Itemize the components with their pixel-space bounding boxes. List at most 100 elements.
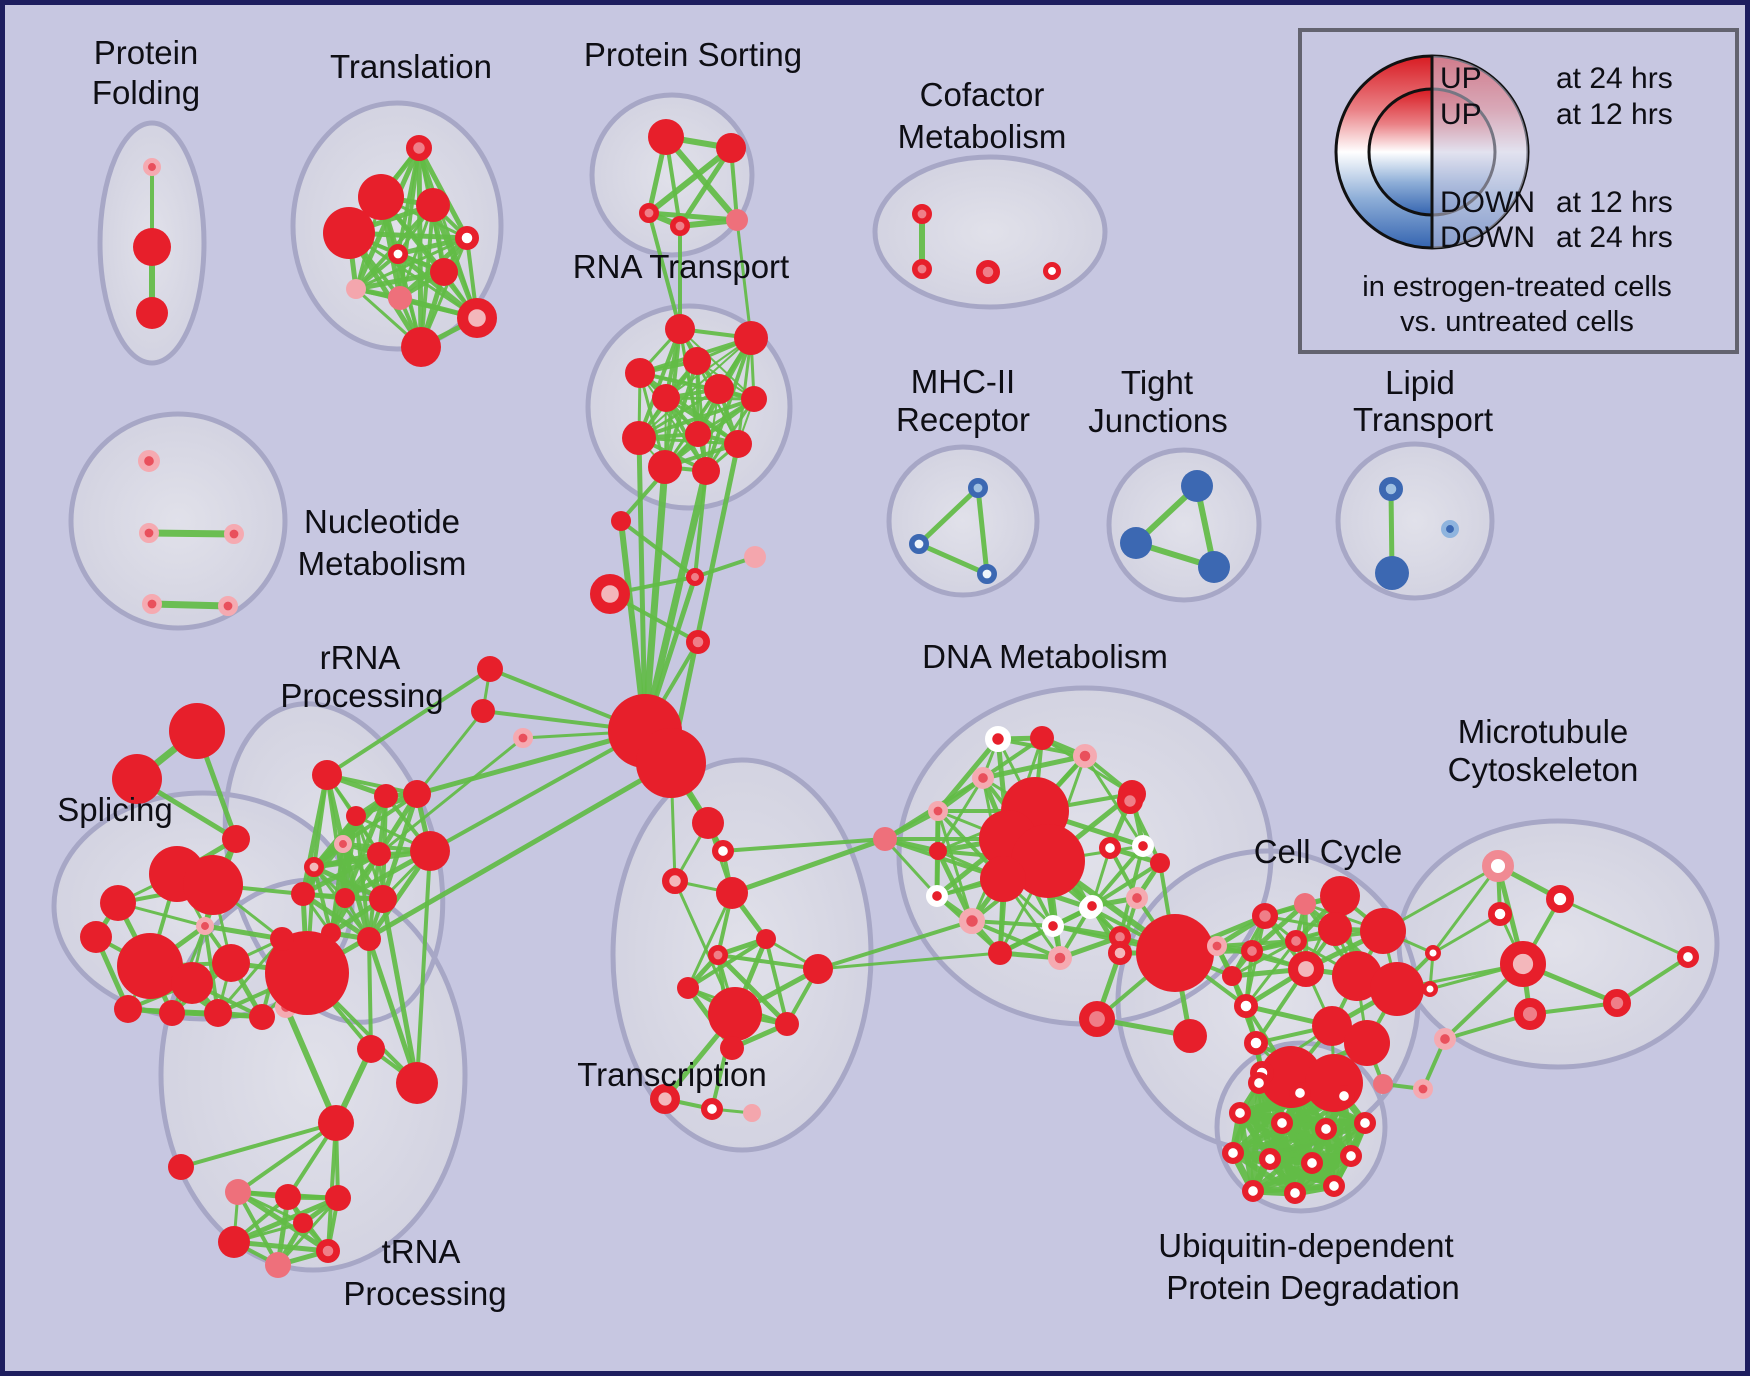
cluster-label: Processing [280, 677, 443, 714]
cluster-label: Microtubule [1458, 713, 1629, 750]
gene-node [1603, 988, 1632, 1017]
gene-node [1318, 912, 1352, 946]
gene-node [1487, 901, 1512, 926]
legend-footer-text: vs. untreated cells [1400, 306, 1634, 338]
gene-node [720, 1036, 744, 1060]
gene-node [1513, 997, 1546, 1030]
gene-node [701, 1097, 724, 1120]
interaction-edge [414, 728, 648, 797]
gene-node [512, 727, 533, 748]
translation-bubble [293, 103, 501, 349]
gene-node [323, 207, 375, 259]
interaction-edge [916, 485, 981, 547]
tight-junctions-bubble-outline [1106, 447, 1262, 603]
gene-node [403, 780, 431, 808]
interaction-edge [980, 753, 1088, 781]
gene-node [686, 568, 705, 587]
gene-node [275, 1184, 301, 1210]
gene-node [1344, 1020, 1390, 1066]
interaction-edge [636, 435, 648, 734]
gene-node [1243, 1030, 1268, 1055]
interaction-edge [236, 1190, 280, 1267]
gene-node [1413, 1079, 1434, 1100]
gene-node [1499, 941, 1546, 988]
interaction-edge [1249, 1152, 1355, 1195]
interaction-edge [380, 791, 420, 902]
gene-node [1072, 743, 1097, 768]
gene-node [1125, 887, 1148, 910]
gene-node [873, 827, 897, 851]
gene-node [270, 927, 294, 951]
gene-node [1107, 940, 1132, 965]
gene-node [683, 347, 711, 375]
gene-node [1120, 527, 1152, 559]
gene-node [724, 430, 752, 458]
gene-node [291, 882, 315, 906]
cluster-label: Transport [1353, 401, 1493, 438]
interaction-edge [816, 919, 974, 971]
gene-node [143, 158, 162, 177]
gene-node [685, 421, 711, 447]
gene-node [1117, 788, 1144, 815]
gene-node [692, 807, 724, 839]
gene-node [396, 1062, 438, 1104]
interaction-edge [970, 919, 1062, 960]
cluster-label: Ubiquitin-dependent [1158, 1227, 1453, 1264]
interaction-edge [366, 936, 420, 1086]
legend-direction-label: UP [1440, 98, 1482, 131]
interaction-edge [721, 837, 887, 853]
gene-node [756, 929, 776, 949]
gene-node [1314, 1117, 1337, 1140]
cluster-label: Lipid [1385, 364, 1455, 401]
gene-node [1080, 895, 1103, 918]
gene-node [692, 457, 720, 485]
gene-node [1284, 930, 1307, 953]
interaction-edge [816, 951, 1002, 971]
cluster-label: Nucleotide [304, 503, 460, 540]
gene-node [477, 656, 503, 682]
cluster-label: rRNA [320, 639, 401, 676]
interaction-edge [1615, 955, 1690, 1005]
gene-node [1098, 837, 1121, 860]
gene-node [139, 522, 160, 543]
cluster-label: Junctions [1088, 402, 1227, 439]
legend-time-label: at 24 hrs [1556, 221, 1673, 254]
gene-node [1283, 1181, 1306, 1204]
ubiquitin-degradation-bubble-outline [1214, 1040, 1388, 1214]
gene-node [335, 888, 355, 908]
mhc-ii-receptor-bubble [889, 447, 1037, 595]
gene-node [142, 593, 163, 614]
gene-node [669, 216, 690, 237]
cluster-label: MHC-II [911, 363, 1015, 400]
interaction-edge [1431, 912, 1502, 955]
gene-node [741, 386, 767, 412]
gene-node [708, 987, 762, 1041]
interaction-edge [1083, 754, 1145, 848]
gene-node [712, 840, 735, 863]
gene-node [665, 314, 695, 344]
legend-direction-label: UP [1440, 62, 1482, 95]
gene-node [929, 842, 947, 860]
gene-node [959, 908, 986, 935]
gene-node [926, 885, 949, 908]
interaction-edge [975, 485, 990, 577]
legend-time-label: at 12 hrs [1556, 186, 1673, 219]
gene-node [662, 868, 689, 895]
gene-node [293, 1213, 313, 1233]
gene-node [357, 1035, 385, 1063]
gene-node [1332, 1084, 1355, 1107]
cluster-label: Transcription [577, 1056, 767, 1093]
gene-node [1150, 853, 1170, 873]
interaction-edge [1230, 1126, 1329, 1156]
interaction-edge [764, 937, 789, 1026]
gene-node [416, 188, 450, 222]
gene-node [136, 297, 168, 329]
cluster-label: RNA Transport [573, 248, 789, 285]
gene-node [138, 449, 161, 472]
gene-node [333, 835, 352, 854]
gene-node [454, 226, 479, 251]
gene-node [985, 726, 1012, 753]
gene-node [927, 800, 948, 821]
interaction-edge [1558, 897, 1690, 959]
